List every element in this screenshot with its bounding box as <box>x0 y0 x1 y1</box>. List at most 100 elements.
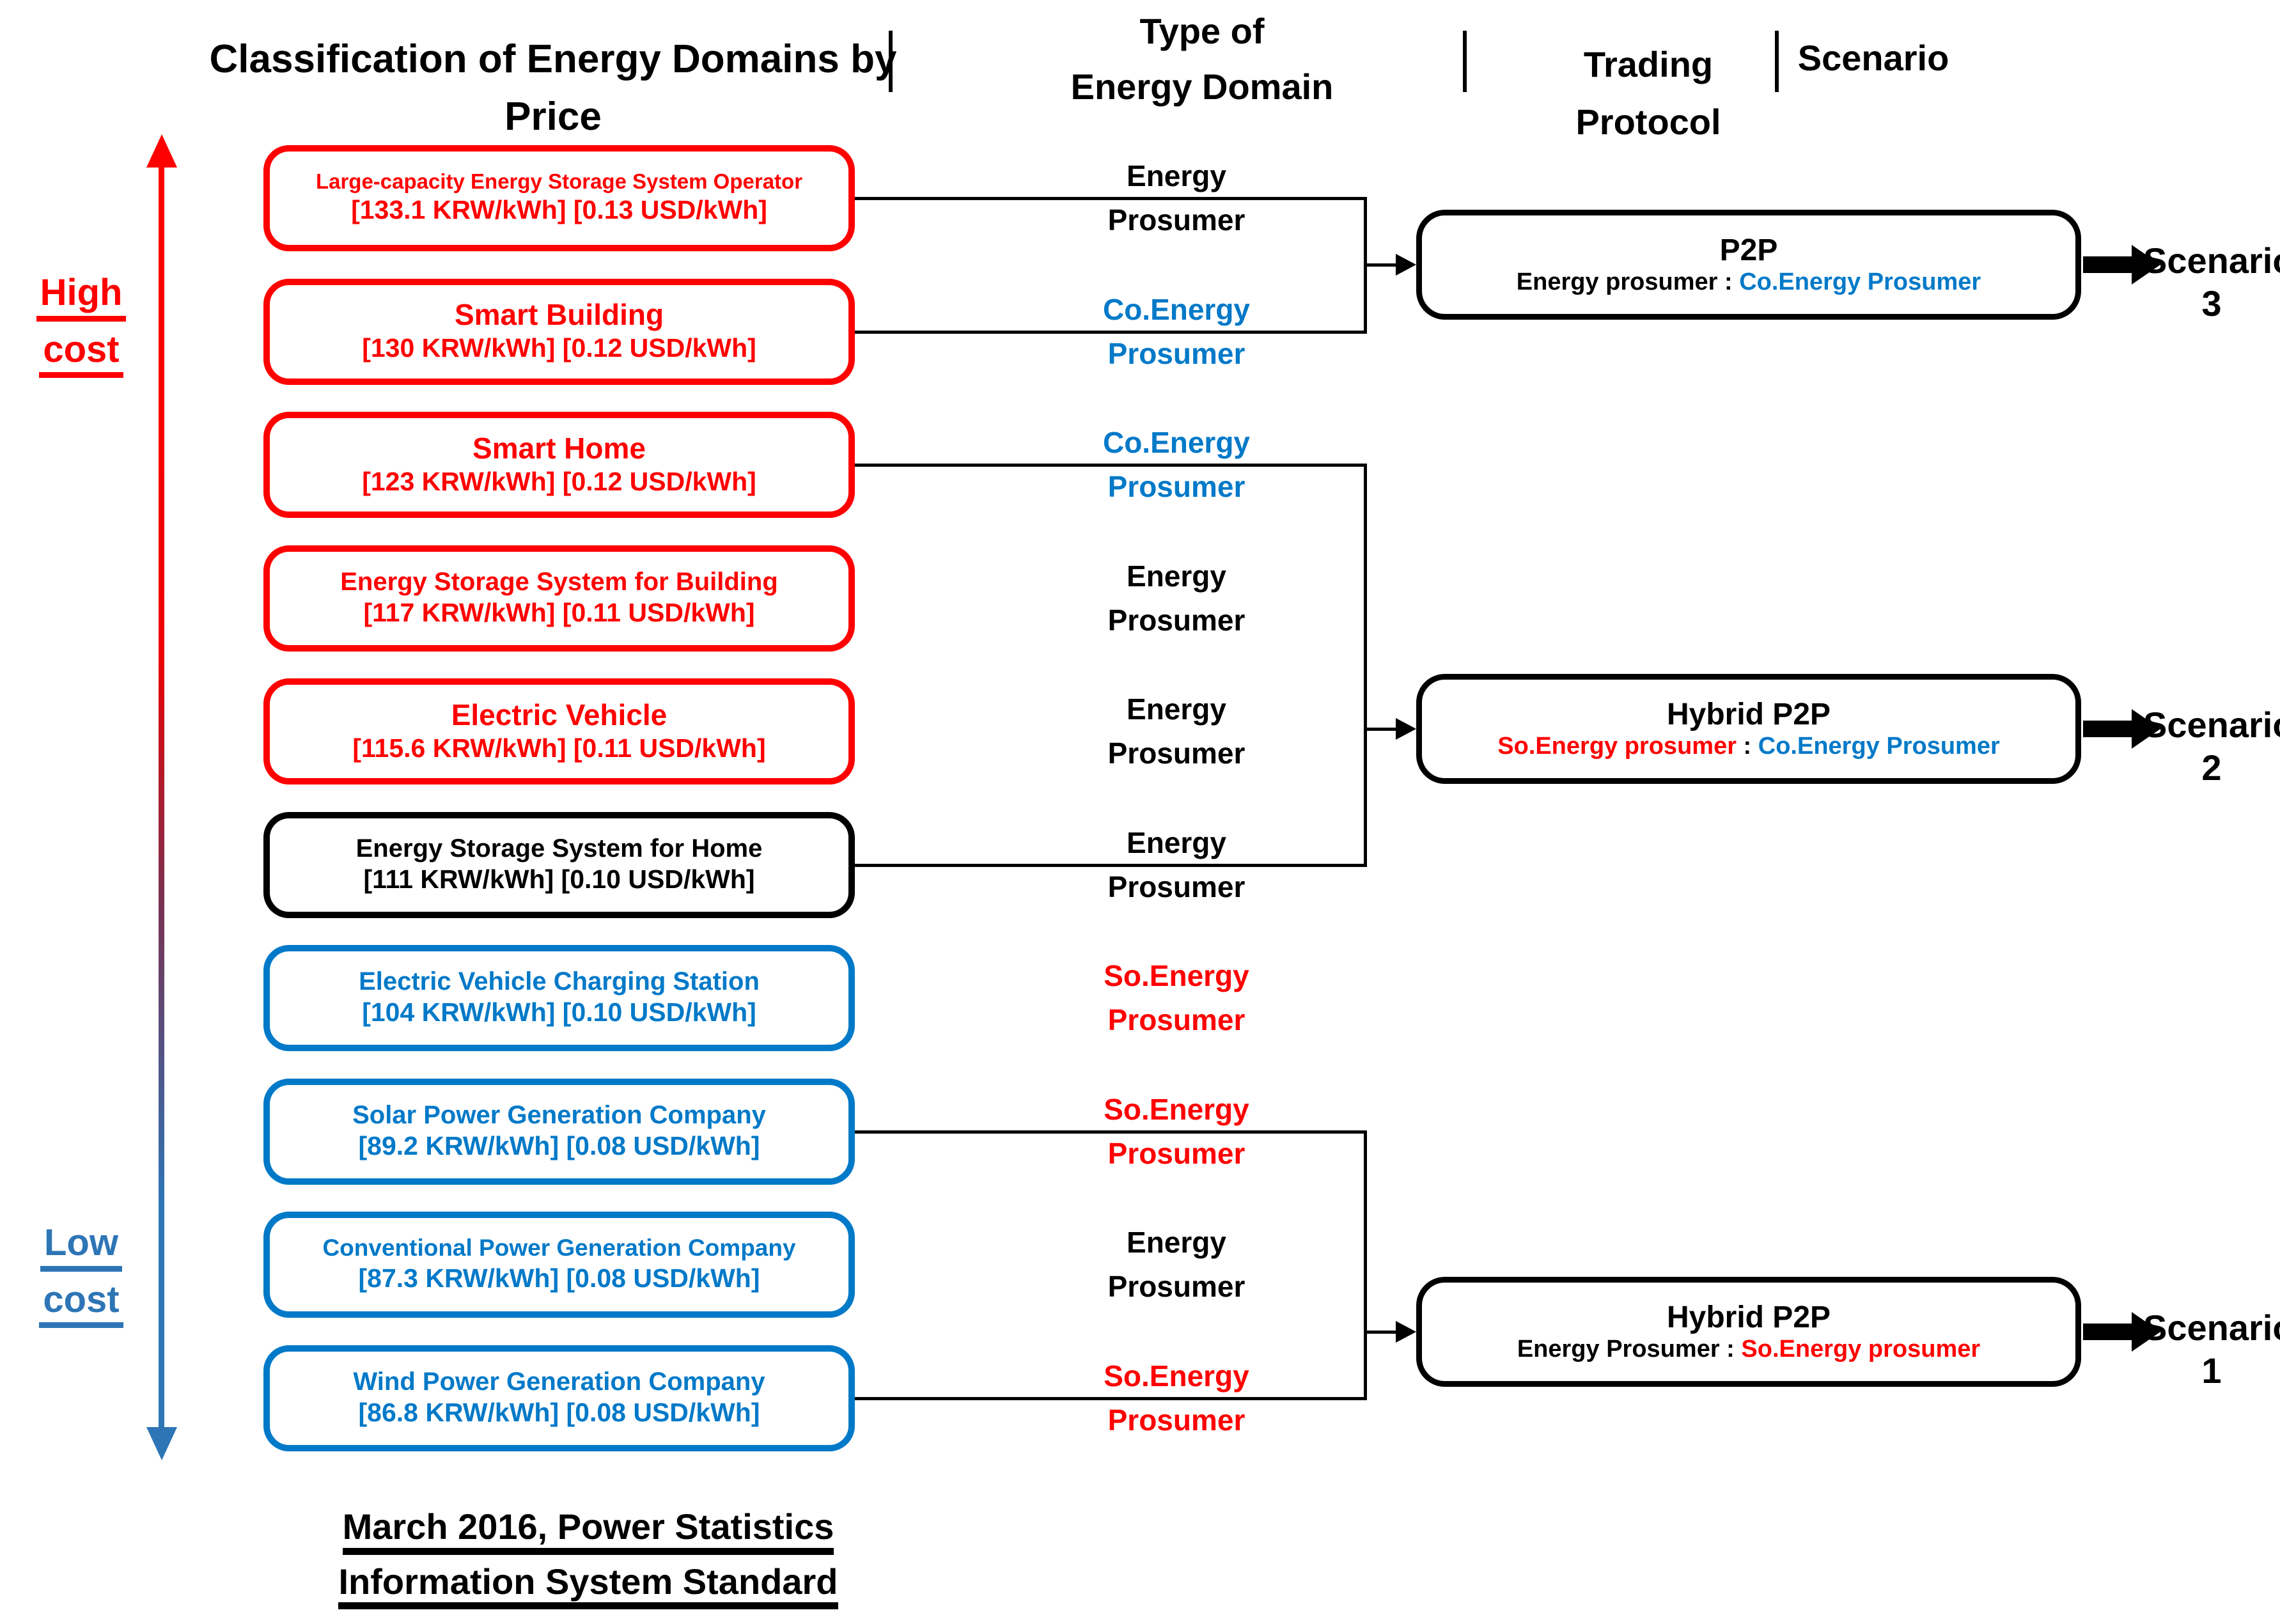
energy-domain-box: Wind Power Generation Company [86.8 KRW/k… <box>263 1345 855 1451</box>
type-label-line: Energy <box>1127 692 1226 726</box>
energy-domain-title: Energy Storage System for Building <box>340 567 778 596</box>
protocol-subtitle-part: Co.Energy Prosumer <box>1758 732 2000 760</box>
energy-domain-price: [117 KRW/kWh] [0.11 USD/kWh] <box>363 597 755 627</box>
energy-domain-price: [123 KRW/kWh] [0.12 USD/kWh] <box>362 466 756 496</box>
bracket-line <box>1364 464 1367 867</box>
connector-line <box>855 863 1367 867</box>
bracket-arrow <box>1364 728 1396 731</box>
energy-domain-title: Energy Storage System for Home <box>355 834 763 863</box>
scenario-word: Scenario <box>2143 1308 2280 1348</box>
type-label-line: Prosumer <box>1107 336 1245 370</box>
connector-line <box>855 1396 1367 1400</box>
type-label-line: Energy <box>1127 559 1226 593</box>
header-divider-1 <box>889 31 893 92</box>
type-label-line: Prosumer <box>1107 737 1245 770</box>
protocol-subtitle-part: So.Energy prosumer <box>1741 1335 1981 1362</box>
energy-domain-title: Electric Vehicle <box>451 698 668 731</box>
type-label-line: Co.Energy <box>1102 292 1251 326</box>
energy-domain-title: Smart Building <box>454 298 664 332</box>
high-cost-line1: High <box>36 272 127 322</box>
type-label: Energy Prosumer <box>1023 687 1330 776</box>
energy-domain-price: [87.3 KRW/kWh] [0.08 USD/kWh] <box>358 1263 760 1293</box>
scenario-label: Scenario 2 <box>2143 703 2280 789</box>
protocol-title: Hybrid P2P <box>1666 697 1831 731</box>
type-label-line: So.Energy <box>1104 959 1249 992</box>
footnote-line2: Information System Standard <box>338 1561 838 1610</box>
energy-domain-box: Electric Vehicle Charging Station [104 KR… <box>263 945 855 1051</box>
header-classification-line2: Price <box>504 94 602 139</box>
type-label: Co.Energy Prosumer <box>1023 288 1330 376</box>
type-label: Energy Prosumer <box>1023 154 1330 242</box>
scenario-word: Scenario <box>2143 705 2280 745</box>
low-cost-label: Low cost <box>5 1215 157 1329</box>
type-label-line: Energy <box>1127 825 1226 859</box>
header-trading-line1: Trading <box>1583 44 1714 84</box>
footnote: March 2016, Power Statistics Information… <box>237 1500 940 1610</box>
energy-domain-price: [130 KRW/kWh] [0.12 USD/kWh] <box>362 333 756 363</box>
energy-domain-price: [111 KRW/kWh] [0.10 USD/kWh] <box>363 864 755 894</box>
energy-domain-price: [104 KRW/kWh] [0.10 USD/kWh] <box>362 997 756 1027</box>
bracket-line <box>1364 1130 1367 1400</box>
type-label-line: So.Energy <box>1104 1092 1249 1126</box>
scenario-arrow <box>2083 721 2132 737</box>
type-label-line: Prosumer <box>1107 1136 1245 1170</box>
type-label-line: Energy <box>1127 159 1226 192</box>
bracket-arrowhead-icon <box>1396 1321 1416 1343</box>
energy-domain-box: Conventional Power Generation Company [87… <box>263 1212 855 1318</box>
bracket-arrowhead-icon <box>1396 718 1416 740</box>
header-divider-3 <box>1775 31 1779 92</box>
protocol-subtitle: Energy Prosumer : So.Energy prosumer <box>1517 1335 1980 1364</box>
type-label: Energy Prosumer <box>1023 821 1330 909</box>
energy-domain-title: Solar Power Generation Company <box>352 1100 766 1129</box>
header-classification-line1: Classification of Energy Domains by <box>209 37 897 81</box>
low-cost-line1: Low <box>40 1222 122 1272</box>
scenario-arrowhead-icon <box>2132 709 2160 749</box>
scenario-label: Scenario 3 <box>2143 239 2280 325</box>
energy-domain-price: [89.2 KRW/kWh] [0.08 USD/kWh] <box>358 1130 760 1160</box>
cost-axis-down-arrowhead-icon <box>146 1427 177 1460</box>
bracket-arrowhead-icon <box>1396 254 1416 276</box>
energy-domain-box: Smart Building [130 KRW/kWh] [0.12 USD/kW… <box>263 278 855 385</box>
type-label: So.Energy Prosumer <box>1023 954 1330 1042</box>
header-type-line1: Type of <box>1139 11 1265 51</box>
protocol-title: P2P <box>1719 233 1778 267</box>
protocol-subtitle: Energy prosumer : Co.Energy Prosumer <box>1517 268 1981 297</box>
energy-domain-box: Energy Storage System for Home [111 KRW/k… <box>263 811 855 918</box>
protocol-subtitle: So.Energy prosumer : Co.Energy Prosumer <box>1497 732 2000 761</box>
type-label: Energy Prosumer <box>1023 1221 1330 1309</box>
protocol-box: Hybrid P2P So.Energy prosumer : Co.Energy… <box>1416 674 2081 784</box>
energy-domain-box: Large-capacity Energy Storage System Ope… <box>263 145 855 251</box>
scenario-number: 2 <box>2201 747 2222 788</box>
protocol-subtitle-part: : <box>1736 732 1758 760</box>
energy-domain-box: Energy Storage System for Building [117 K… <box>263 545 855 652</box>
scenario-number: 1 <box>2201 1350 2222 1391</box>
type-label: Co.Energy Prosumer <box>1023 421 1330 509</box>
header-trading-line2: Protocol <box>1575 101 1721 142</box>
protocol-title: Hybrid P2P <box>1666 1300 1831 1334</box>
scenario-arrow <box>2083 256 2132 273</box>
high-cost-label: High cost <box>5 265 157 379</box>
connector-line <box>855 330 1367 334</box>
scenario-word: Scenario <box>2143 240 2280 281</box>
type-label-line: Co.Energy <box>1102 426 1251 459</box>
scenario-arrow <box>2083 1323 2132 1340</box>
type-label-line: Prosumer <box>1107 870 1245 903</box>
scenario-label: Scenario 1 <box>2143 1306 2280 1392</box>
type-label-line: Energy <box>1127 1226 1226 1259</box>
energy-domain-title: Smart Home <box>472 431 646 465</box>
low-cost-line2: cost <box>39 1279 123 1329</box>
type-label-line: Prosumer <box>1107 603 1245 637</box>
header-type-of-energy-domain: Type of Energy Domain <box>1036 4 1368 115</box>
high-cost-line2: cost <box>39 329 123 379</box>
type-label: So.Energy Prosumer <box>1023 1354 1330 1442</box>
connector-line <box>855 1130 1367 1134</box>
type-label-line: Prosumer <box>1107 203 1245 237</box>
protocol-subtitle-part: So.Energy prosumer <box>1497 732 1737 760</box>
header-scenario: Scenario <box>1797 38 1949 78</box>
footnote-line1: March 2016, Power Statistics <box>342 1507 834 1555</box>
energy-domain-price: [86.8 KRW/kWh] [0.08 USD/kWh] <box>358 1397 760 1427</box>
energy-domain-title: Large-capacity Energy Storage System Ope… <box>315 169 803 194</box>
energy-domain-price: [115.6 KRW/kWh] [0.11 USD/kWh] <box>352 733 766 763</box>
cost-axis <box>159 165 164 1430</box>
